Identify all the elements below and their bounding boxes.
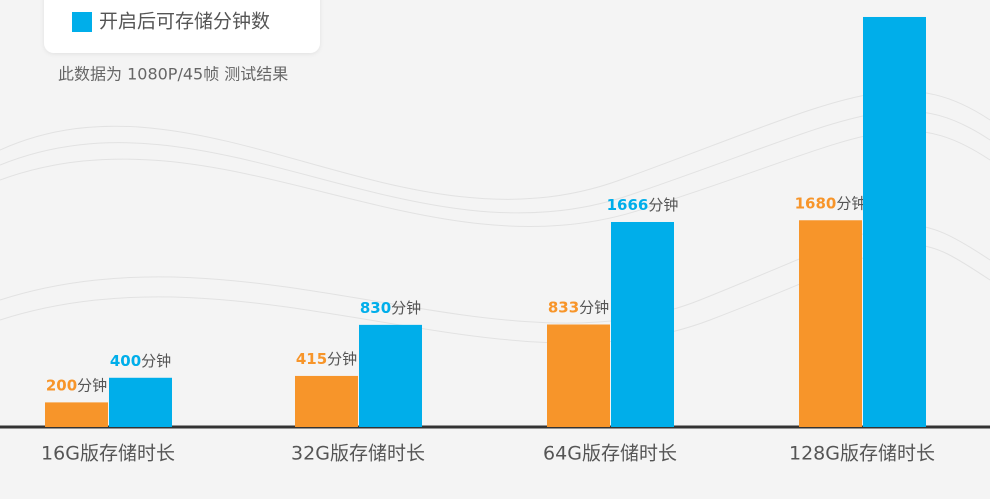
bar xyxy=(109,377,172,427)
value-label: 200分钟 xyxy=(46,376,107,394)
x-tick-label: 128G版存储时长 xyxy=(789,443,935,465)
bar xyxy=(45,402,108,427)
bar xyxy=(547,324,610,427)
bar xyxy=(611,221,674,427)
legend-box xyxy=(44,0,320,53)
bar xyxy=(295,375,358,427)
value-label: 830分钟 xyxy=(360,298,421,316)
note: 此数据为 1080P/45帧 测试结果 xyxy=(58,65,288,84)
bar xyxy=(799,220,862,427)
x-tick-label: 32G版存储时长 xyxy=(291,443,425,465)
x-tick-label: 16G版存储时长 xyxy=(41,443,175,465)
legend-label: 开启后可存储分钟数 xyxy=(99,11,270,33)
value-label: 415分钟 xyxy=(296,349,357,367)
value-label: 833分钟 xyxy=(548,298,609,316)
value-label: 400分钟 xyxy=(110,351,171,369)
legend-swatch xyxy=(72,12,92,32)
bar xyxy=(359,324,422,427)
value-label: 1666分钟 xyxy=(607,195,679,213)
bar xyxy=(863,16,926,427)
x-tick-label: 64G版存储时长 xyxy=(543,443,677,465)
value-label: 1680分钟 xyxy=(795,194,867,212)
